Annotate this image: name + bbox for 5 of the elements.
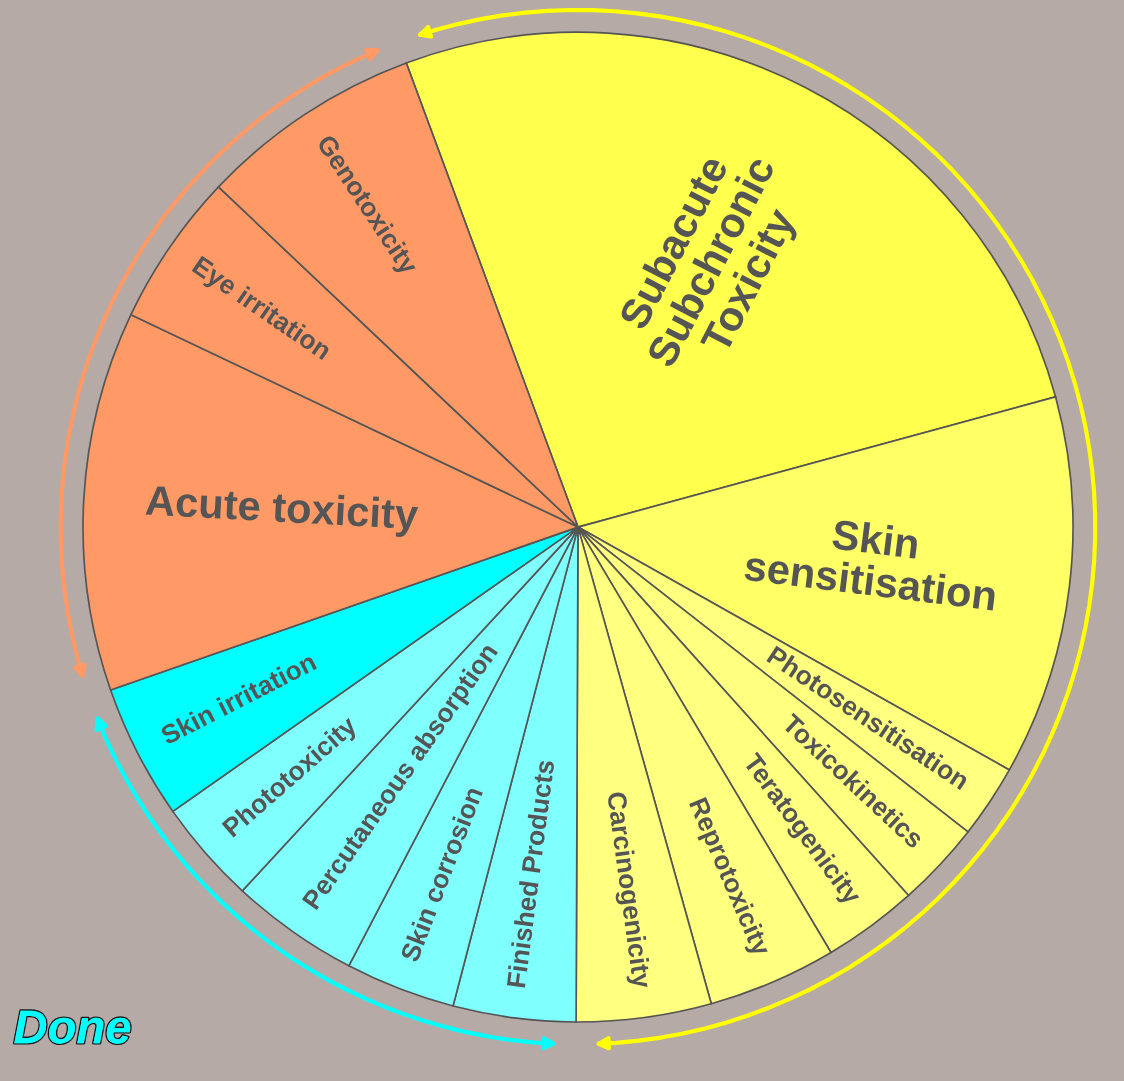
- slice-label: Skin sensitisation: [743, 518, 997, 611]
- slice-label: Acute toxicity: [145, 484, 419, 538]
- slice-label: Carcinogenicity: [601, 791, 653, 990]
- text: Done: [14, 1010, 131, 1044]
- slice-label: Finished Products: [505, 759, 555, 988]
